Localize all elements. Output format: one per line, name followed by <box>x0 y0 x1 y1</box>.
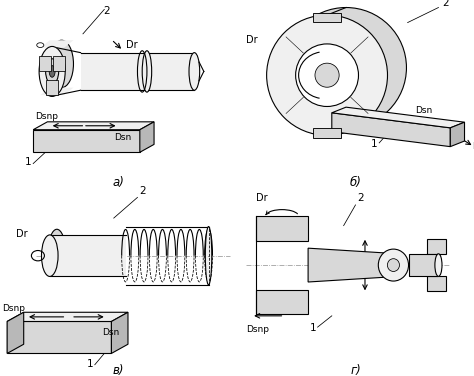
Polygon shape <box>7 312 128 321</box>
Polygon shape <box>409 254 438 276</box>
Polygon shape <box>7 321 111 353</box>
Polygon shape <box>450 122 465 147</box>
Polygon shape <box>40 88 73 95</box>
Text: г): г) <box>350 364 361 376</box>
Ellipse shape <box>378 249 409 281</box>
Text: Dr: Dr <box>16 229 27 239</box>
Polygon shape <box>313 13 341 22</box>
Polygon shape <box>140 122 154 152</box>
Ellipse shape <box>315 63 339 87</box>
Polygon shape <box>332 113 450 147</box>
Text: Dsnp: Dsnp <box>246 325 270 334</box>
Ellipse shape <box>36 43 44 47</box>
Ellipse shape <box>315 36 377 99</box>
Ellipse shape <box>285 8 406 128</box>
Ellipse shape <box>205 226 212 285</box>
Polygon shape <box>50 235 126 276</box>
FancyBboxPatch shape <box>39 56 51 71</box>
Polygon shape <box>33 130 140 152</box>
Text: Dr: Dr <box>256 193 268 203</box>
Polygon shape <box>81 53 194 90</box>
Polygon shape <box>427 239 446 254</box>
Polygon shape <box>256 216 308 241</box>
Ellipse shape <box>142 51 152 92</box>
Polygon shape <box>33 122 154 130</box>
Text: Dsn: Dsn <box>102 328 119 337</box>
Ellipse shape <box>266 15 387 135</box>
Text: Dsn: Dsn <box>415 106 432 115</box>
Text: 1: 1 <box>371 139 378 149</box>
Text: 1: 1 <box>87 359 93 368</box>
Ellipse shape <box>48 229 65 271</box>
Text: Dsnp: Dsnp <box>36 112 59 121</box>
Ellipse shape <box>296 44 358 106</box>
Text: 2: 2 <box>139 186 146 196</box>
Ellipse shape <box>46 59 59 84</box>
Ellipse shape <box>50 40 73 88</box>
Polygon shape <box>313 128 341 138</box>
Text: 2: 2 <box>357 193 364 203</box>
Text: б): б) <box>349 176 362 189</box>
Ellipse shape <box>387 259 400 271</box>
Text: в): в) <box>113 364 124 376</box>
Polygon shape <box>427 276 446 291</box>
Ellipse shape <box>49 66 55 77</box>
FancyBboxPatch shape <box>46 80 58 95</box>
Polygon shape <box>256 290 308 314</box>
Text: 1: 1 <box>310 323 316 333</box>
Ellipse shape <box>435 254 442 276</box>
Polygon shape <box>40 40 73 48</box>
Text: Dr: Dr <box>246 35 258 45</box>
Text: Dsn: Dsn <box>374 268 392 277</box>
Text: 2: 2 <box>442 0 449 8</box>
Ellipse shape <box>39 46 65 97</box>
Text: 1: 1 <box>25 158 32 167</box>
Text: а): а) <box>112 176 125 189</box>
Text: Dr: Dr <box>126 40 137 50</box>
Polygon shape <box>7 312 24 353</box>
FancyBboxPatch shape <box>54 56 65 71</box>
Text: θ: θ <box>291 63 297 73</box>
Ellipse shape <box>41 235 58 276</box>
Text: Dsn: Dsn <box>114 133 131 142</box>
Text: Dsnp: Dsnp <box>472 141 474 150</box>
Polygon shape <box>111 312 128 353</box>
Polygon shape <box>308 248 384 282</box>
Ellipse shape <box>189 53 200 90</box>
Text: Dsnp: Dsnp <box>2 304 26 313</box>
Polygon shape <box>332 107 465 128</box>
Text: 2: 2 <box>103 6 110 16</box>
